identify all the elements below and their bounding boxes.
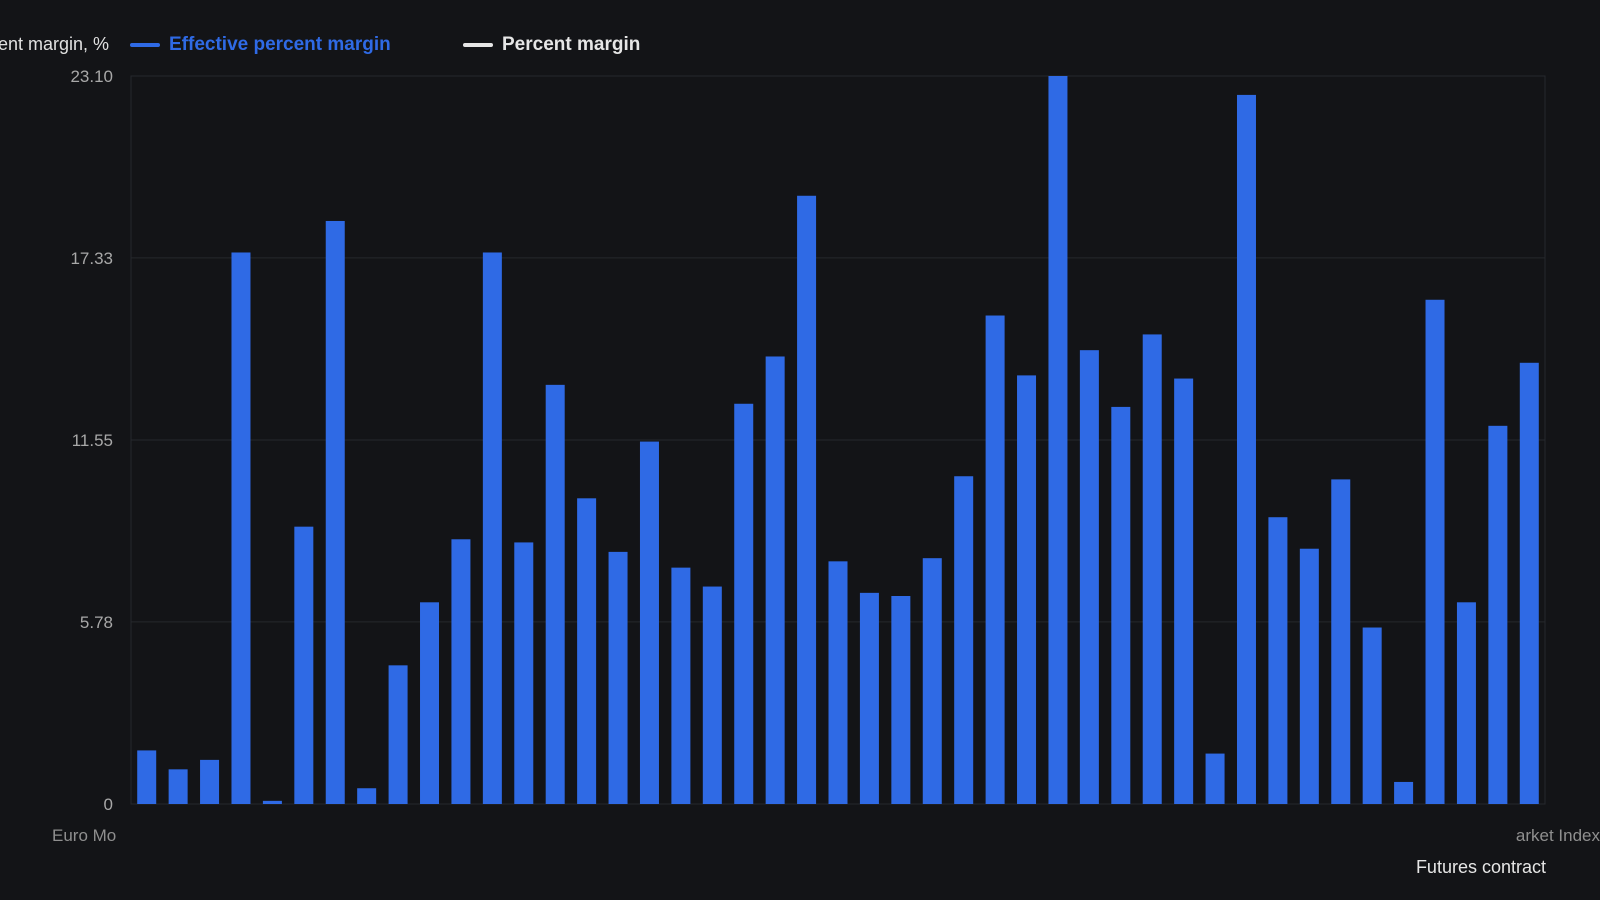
bar[interactable]	[1394, 781, 1414, 804]
bar[interactable]	[797, 195, 817, 804]
bar[interactable]	[262, 800, 282, 804]
bar[interactable]	[514, 542, 534, 804]
bar[interactable]	[420, 602, 440, 804]
bar[interactable]	[1017, 375, 1037, 804]
bar[interactable]	[702, 586, 722, 804]
bar[interactable]	[357, 788, 377, 804]
bar[interactable]	[765, 356, 785, 804]
bar[interactable]	[671, 567, 691, 804]
bar[interactable]	[1079, 350, 1099, 804]
y-tick-label: 5.78	[80, 613, 113, 632]
y-axis-ticks: 0 5.78 11.55 17.33 23.10	[70, 67, 113, 814]
bar[interactable]	[1331, 479, 1351, 804]
bar[interactable]	[231, 252, 251, 804]
x-tick-label: Euro Mo	[52, 826, 116, 845]
bar[interactable]	[985, 315, 1005, 804]
bar[interactable]	[168, 769, 188, 804]
bar[interactable]	[451, 539, 471, 804]
bar[interactable]	[954, 476, 974, 804]
bar[interactable]	[1236, 94, 1256, 805]
y-tick-label: 11.55	[72, 431, 113, 450]
x-axis-title: Futures contract	[1415, 857, 1546, 877]
bar[interactable]	[388, 665, 408, 804]
bar[interactable]	[545, 384, 565, 804]
bar[interactable]	[1048, 76, 1068, 804]
bar[interactable]	[922, 558, 942, 804]
bar[interactable]	[1174, 378, 1194, 804]
y-tick-label: 17.33	[70, 249, 113, 268]
bar[interactable]	[1362, 627, 1382, 804]
bar[interactable]	[828, 561, 848, 804]
bar[interactable]	[1268, 517, 1288, 804]
legend-item-percent[interactable]: Percent margin	[463, 34, 640, 56]
bar[interactable]	[482, 252, 502, 804]
bar[interactable]	[137, 750, 157, 804]
y-tick-label: 0	[104, 795, 113, 814]
legend-label-effective: Effective percent margin	[169, 34, 391, 55]
bar[interactable]	[1299, 548, 1319, 804]
legend-label-percent: Percent margin	[502, 34, 641, 55]
x-axis-ticks: Euro Mo arket Index	[52, 826, 1600, 845]
bar[interactable]	[294, 526, 314, 804]
bar[interactable]	[200, 759, 220, 804]
bar[interactable]	[1456, 602, 1476, 804]
bar[interactable]	[639, 441, 659, 804]
bar[interactable]	[577, 498, 597, 804]
bar[interactable]	[1425, 299, 1445, 804]
legend-swatch-percent	[463, 43, 493, 47]
legend-item-effective[interactable]: Effective percent margin	[130, 34, 391, 56]
bar[interactable]	[608, 551, 628, 804]
bars	[137, 76, 1539, 805]
x-tick-label: arket Index	[1516, 826, 1600, 845]
bar[interactable]	[1142, 334, 1162, 804]
bar[interactable]	[859, 592, 879, 804]
bar[interactable]	[1111, 406, 1131, 804]
y-axis-title: ent margin, %	[0, 34, 110, 54]
bar[interactable]	[891, 596, 911, 804]
y-tick-label: 23.10	[70, 67, 113, 86]
bar[interactable]	[1205, 753, 1225, 804]
bar[interactable]	[734, 403, 754, 804]
legend-swatch-effective	[130, 43, 160, 47]
bar[interactable]	[1519, 362, 1539, 804]
bar[interactable]	[1488, 425, 1508, 804]
bar[interactable]	[325, 220, 345, 804]
